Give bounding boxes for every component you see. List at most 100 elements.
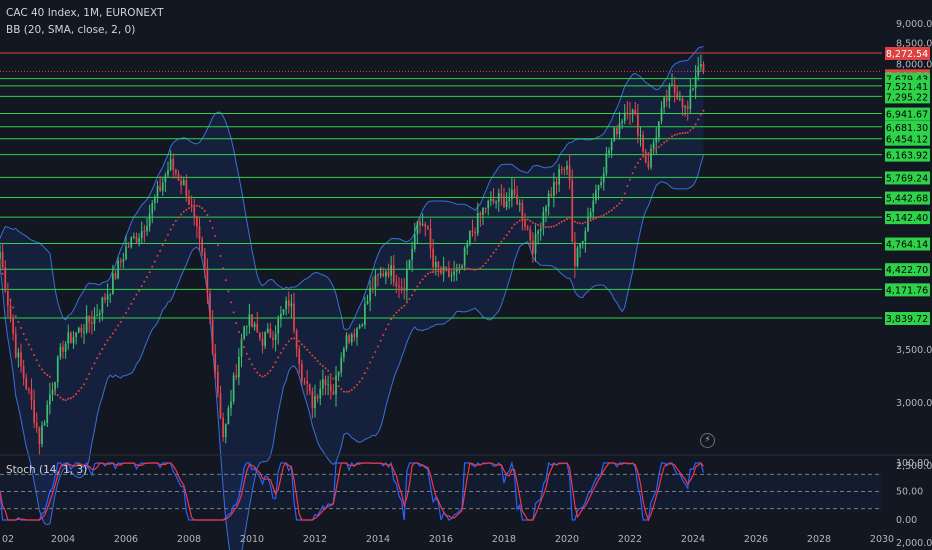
basis-dot: [14, 314, 17, 317]
basis-dot: [274, 361, 277, 364]
basis-dot: [295, 338, 298, 341]
price-label-level[interactable]: 6,941.67: [885, 107, 930, 121]
price-label-level[interactable]: 5,442.68: [885, 191, 930, 205]
basis-dot: [232, 311, 235, 314]
candle-body: [466, 243, 469, 248]
candle-body: [534, 233, 537, 254]
lightning-bolt-icon[interactable]: ⚡: [700, 433, 715, 448]
basis-dot: [269, 369, 272, 372]
candle-body: [35, 422, 38, 428]
candle-body: [455, 269, 458, 272]
candle-body: [668, 85, 671, 101]
basis-dot: [608, 210, 610, 213]
basis-dot: [201, 207, 204, 210]
stoch-indicator-label[interactable]: Stoch (14, 1, 3): [6, 464, 88, 476]
price-label-level[interactable]: 3,839.72: [885, 312, 930, 325]
candle-body: [495, 202, 497, 204]
candle-body: [177, 173, 180, 181]
candle-body: [298, 348, 301, 364]
x-tick-label: 02: [2, 534, 14, 545]
price-label-level[interactable]: 4,422.70: [885, 263, 930, 277]
basis-dot: [453, 267, 456, 270]
basis-dot: [56, 394, 59, 397]
price-label-level[interactable]: 5,142.40: [885, 211, 930, 225]
candle-body: [222, 418, 224, 438]
candle-body: [474, 232, 476, 234]
price-label-level[interactable]: 4,171.76: [885, 283, 930, 297]
basis-dot: [337, 385, 340, 388]
candle-body: [408, 259, 411, 269]
candle-body: [211, 319, 214, 354]
candle-body: [327, 384, 329, 386]
basis-dot: [182, 210, 185, 213]
basis-dot: [151, 265, 154, 268]
basis-dot: [12, 306, 15, 309]
basis-dot: [214, 234, 217, 237]
basis-dot: [293, 337, 295, 340]
candle-body: [172, 158, 175, 170]
basis-dot: [463, 266, 466, 269]
basis-dot: [190, 205, 193, 208]
price-label-text: 7,295.22: [886, 92, 928, 103]
candle-body: [127, 246, 130, 248]
price-label-level[interactable]: 7,521.41: [885, 79, 930, 93]
price-label-level[interactable]: 6,454.12: [885, 132, 930, 146]
candle-body: [427, 226, 429, 229]
candle-body: [311, 391, 314, 409]
candle-body: [67, 332, 70, 344]
candle-body: [206, 266, 209, 294]
candle-body: [14, 333, 17, 358]
basis-dot: [20, 326, 22, 329]
candle-body: [290, 303, 293, 307]
candle-body: [301, 363, 303, 381]
x-tick-label: 2008: [177, 534, 201, 545]
x-tick-label: 2010: [240, 534, 264, 545]
candle-body: [558, 168, 560, 185]
candle-body: [644, 151, 647, 163]
basis-dot: [203, 209, 206, 212]
basis-dot: [416, 285, 419, 288]
candle-body: [377, 275, 379, 277]
candle-body: [432, 248, 434, 268]
candle-body: [445, 266, 448, 269]
candle-body: [419, 221, 421, 226]
bb-indicator-label[interactable]: BB (20, SMA, close, 2, 0): [6, 24, 136, 36]
price-label-level[interactable]: 4,764.14: [885, 237, 930, 251]
candle-body: [22, 366, 25, 379]
basis-dot: [130, 302, 133, 305]
candles: [0, 54, 705, 456]
basis-dot: [639, 158, 642, 161]
candle-body: [91, 322, 93, 325]
basis-dot: [468, 267, 471, 270]
basis-dot: [476, 268, 479, 271]
price-label-level[interactable]: 6,163.92: [885, 148, 930, 162]
candle-body: [282, 309, 285, 314]
candle-body: [274, 333, 277, 340]
candle-body: [64, 343, 67, 352]
basis-dot: [657, 145, 660, 148]
candle-body: [41, 425, 43, 445]
candle-body: [597, 185, 600, 191]
basis-dot: [458, 266, 461, 269]
basis-dot: [479, 267, 482, 270]
candle-body: [416, 221, 419, 235]
candle-body: [694, 76, 697, 89]
candle-body: [329, 384, 332, 392]
price-label-level[interactable]: 7,295.22: [885, 90, 930, 104]
basis-dot: [534, 222, 537, 225]
symbol-title[interactable]: CAC 40 Index, 1M, EURONEXT: [6, 7, 164, 19]
y-tick-label: 8,000.00: [896, 60, 932, 71]
basis-dot: [98, 352, 101, 355]
price-label-top[interactable]: 8,272.54: [885, 47, 930, 60]
basis-dot: [531, 221, 534, 224]
basis-dot: [466, 267, 469, 270]
candle-body: [180, 180, 182, 186]
stoch-d-line: [0, 462, 704, 522]
price-label-level[interactable]: 5,769.24: [885, 171, 930, 185]
candle-body: [671, 84, 673, 86]
bb-upper-line: [0, 46, 704, 331]
price-label-level[interactable]: 6,681.30: [885, 120, 930, 134]
basis-dot: [663, 141, 666, 144]
candle-body: [566, 165, 568, 170]
basis-dot: [697, 118, 700, 121]
